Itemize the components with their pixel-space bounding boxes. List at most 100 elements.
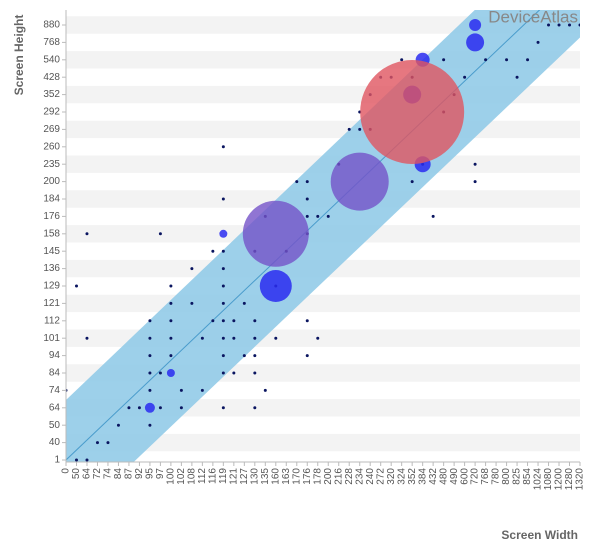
y-tick-label: 74 [49,385,61,396]
point [221,319,225,323]
x-tick-label: 200 [323,468,334,485]
point [410,180,414,184]
point [305,354,309,358]
bubble [219,229,228,238]
point [473,180,477,184]
bubble [259,270,292,302]
point [253,354,257,358]
x-tick-label: 1080 [543,468,554,491]
point [158,232,162,236]
point [200,388,204,392]
x-tick-label: 432 [428,468,439,485]
point [221,336,225,340]
x-tick-label: 800 [501,468,512,485]
point [221,301,225,305]
y-tick-label: 235 [43,159,60,170]
point [347,127,351,131]
row-stripe [66,16,580,34]
y-tick-label: 176 [43,211,60,222]
point [190,301,194,305]
point [232,336,236,340]
y-tick-label: 428 [43,72,60,83]
bubble [144,402,155,413]
point [106,441,110,445]
point [148,354,152,358]
x-tick-label: 600 [459,468,470,485]
x-tick-label: 121 [228,468,239,485]
y-tick-label: 136 [43,263,60,274]
point [232,319,236,323]
y-tick-label: 40 [49,437,61,448]
point [242,354,246,358]
y-tick-label: 768 [43,37,60,48]
x-tick-label: 324 [396,468,407,485]
point [221,145,225,149]
point [158,406,162,410]
x-tick-label: 1280 [564,468,575,491]
x-tick-label: 720 [470,468,481,485]
point [526,58,530,62]
bubble [360,60,465,164]
x-tick-label: 240 [365,468,376,485]
x-tick-label: 176 [302,468,313,485]
x-tick-label: 74 [103,468,114,480]
point [148,423,152,427]
x-tick-label: 320 [386,468,397,485]
point [253,319,257,323]
point [127,406,131,410]
y-tick-label: 64 [49,402,61,413]
x-tick-label: 825 [512,468,523,485]
x-tick-label: 384 [417,468,428,485]
x-tick-label: 84 [113,468,124,480]
point [400,58,404,62]
y-tick-label: 94 [49,350,61,361]
bubble [330,152,389,211]
x-tick-label: 854 [522,468,533,485]
x-tick-label: 95 [145,468,156,480]
y-tick-label: 260 [43,141,60,152]
x-tick-label: 116 [207,468,218,484]
point [179,406,183,410]
point [557,23,561,27]
point [505,58,509,62]
point [221,249,225,253]
y-tick-label: 269 [43,124,60,135]
y-tick-label: 145 [43,246,60,257]
point [463,75,467,79]
y-tick-label: 184 [43,194,60,205]
bubble [166,369,175,377]
x-tick-label: 234 [354,468,365,485]
point [305,197,309,201]
x-tick-label: 100 [166,468,177,485]
y-tick-label: 50 [49,420,61,431]
point [253,336,257,340]
y-tick-label: 352 [43,89,60,100]
x-tick-label: 135 [260,468,271,485]
x-tick-label: 112 [197,468,208,484]
point [263,388,267,392]
y-tick-label: 880 [43,20,60,31]
point [274,336,278,340]
y-tick-label: 1 [54,455,60,466]
point [85,232,89,236]
point [148,388,152,392]
x-tick-label: 50 [71,468,82,480]
y-tick-label: 158 [43,228,60,239]
x-tick-label: 170 [291,468,302,485]
x-tick-label: 1024 [533,468,544,491]
point [515,75,519,79]
x-tick-label: 130 [249,468,260,485]
point [305,214,309,218]
point [148,319,152,323]
point [316,214,320,218]
point [211,319,215,323]
point [74,458,78,462]
x-tick-label: 480 [438,468,449,485]
point [169,336,173,340]
x-tick-label: 272 [375,468,386,485]
x-tick-label: 108 [187,468,198,485]
point [442,58,446,62]
x-tick-label: 92 [134,468,145,480]
bubble [466,33,485,52]
